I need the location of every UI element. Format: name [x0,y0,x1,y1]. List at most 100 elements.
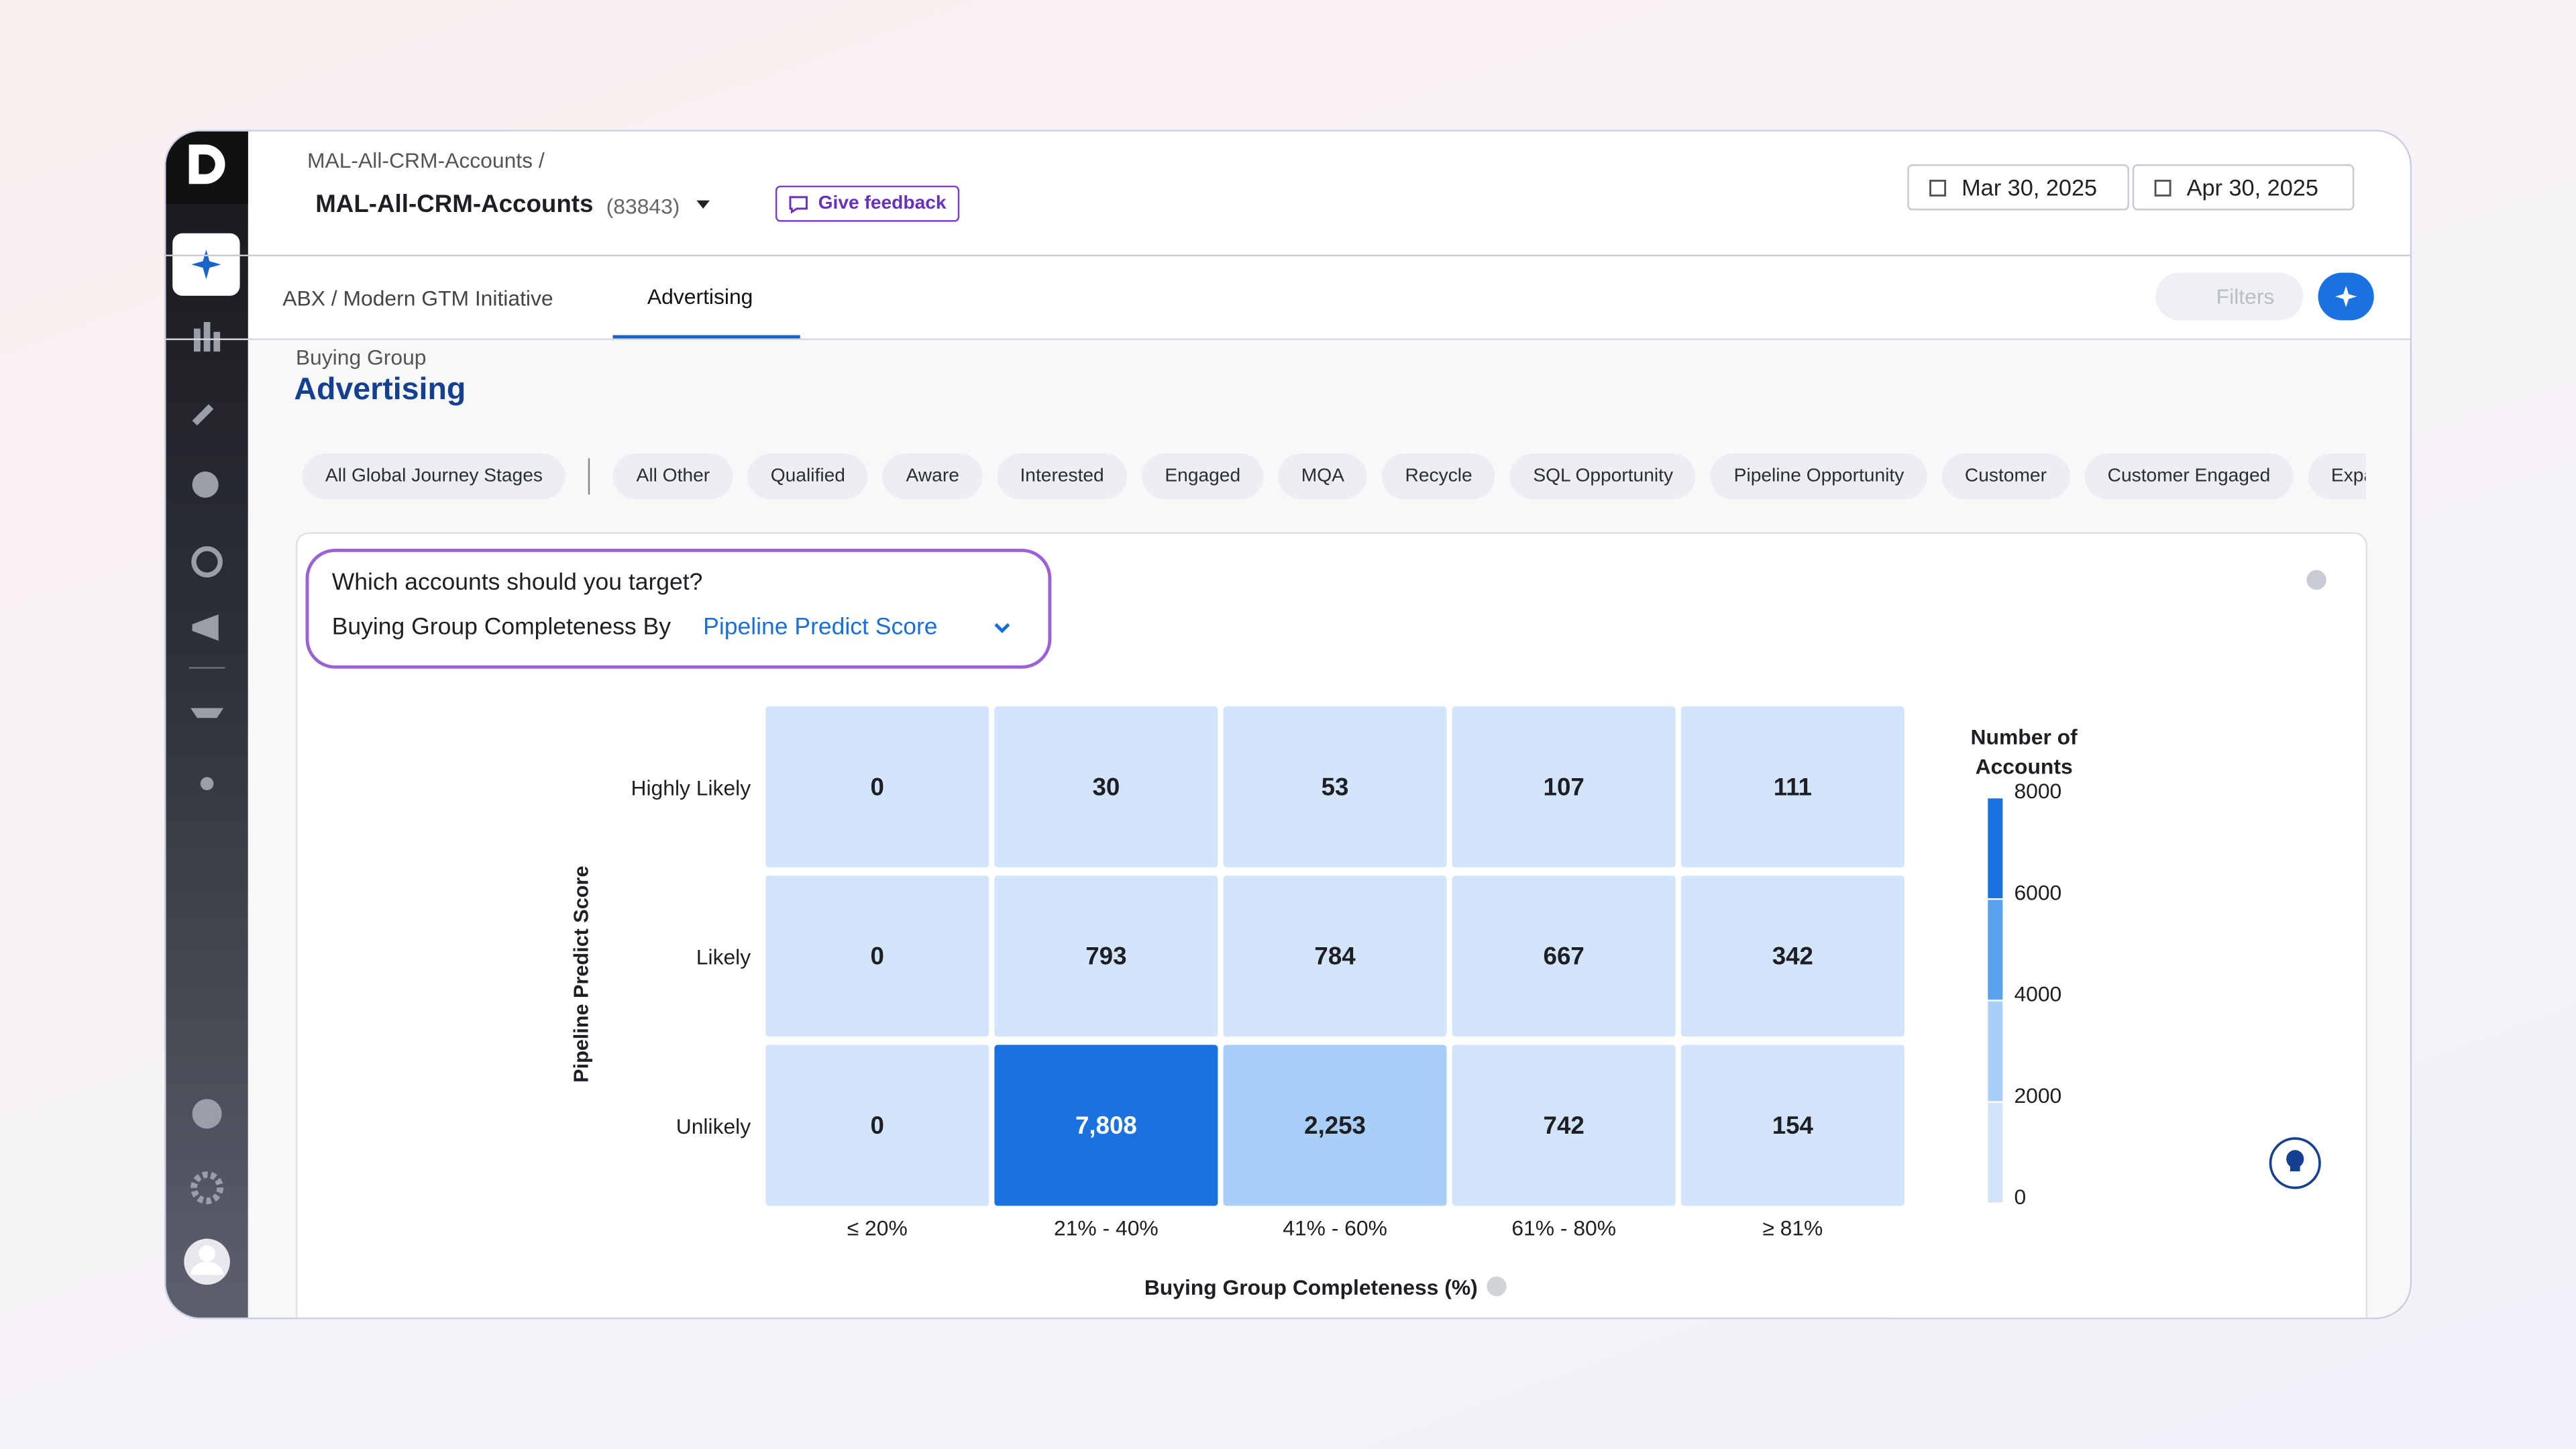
filters-button[interactable]: Filters [2155,272,2304,321]
colorbar-segment [1988,900,2003,1000]
bulb-icon [2286,1150,2304,1172]
y-tick-label: Unlikely [676,1114,751,1138]
cell-label: 154 [1772,1112,1814,1139]
stage-pill[interactable]: Customer [1941,453,2070,500]
heatmap-cell [1680,706,1904,868]
help-icon[interactable] [2306,570,2326,590]
stage-pill[interactable]: Expan [2308,453,2366,500]
divider [166,338,2410,340]
cell-label: 2,253 [1304,1112,1366,1139]
y-tick-label: Likely [696,945,751,969]
colorbar-tick-label: 8000 [2014,779,2061,803]
stage-pill[interactable]: Pipeline Opportunity [1711,453,1927,500]
chevron[interactable] [992,621,1012,637]
cell-label: 0 [871,1112,884,1139]
stage-pill[interactable]: Qualified [747,453,869,500]
cell-label: 107 [1544,773,1585,800]
separator [588,458,590,495]
feedback-label: Give feedback [818,193,947,214]
feedback-icon [789,196,808,214]
heatmap-cell [765,706,989,868]
heatmap-cell [994,875,1218,1037]
stage-pill[interactable]: Interested [997,453,1128,500]
heatmap-cell [765,1044,989,1206]
heatmap-cell [1223,706,1447,868]
dataset-title[interactable]: MAL-All-CRM-Accounts [315,191,594,219]
stage-pill[interactable]: SQL Opportunity [1510,453,1697,500]
dataset-count: (83843) [606,193,680,219]
logo-icon [189,144,225,184]
stage-pill[interactable]: Customer Engaged [2084,453,2294,500]
y-tick-label: Highly Likely [631,775,751,800]
y-axis-title: Pipeline Predict Score [570,866,593,1083]
heatmap-cell [1452,875,1676,1037]
heatmap-cell [994,1044,1218,1206]
heatmap-cell [1223,1044,1447,1206]
tab[interactable]: ABX / Modern GTM Initiative [282,286,553,311]
logo [166,131,248,204]
colorbar-tick-label: 2000 [2014,1083,2061,1108]
stage-pill[interactable]: Recycle [1382,453,1495,500]
x-tick-label: ≥ 81% [1762,1216,1823,1240]
ai-icon [2334,286,2357,307]
cell-label: 342 [1772,943,1813,970]
filters-label: Filters [2216,284,2275,309]
cell-label: 30 [1092,773,1120,800]
nav-icon [191,250,221,280]
heatmap-cell [994,706,1218,868]
x-tick-label: 41% - 60% [1283,1216,1387,1240]
question-selection[interactable]: Pipeline Predict Score [703,614,938,641]
ai-button[interactable] [2318,272,2374,321]
stage-pill[interactable]: All Other [613,453,733,500]
stage-pill[interactable]: All Global Journey Stages [302,453,566,500]
page-title: Advertising [294,372,466,408]
question-box[interactable]: Which accounts should you target? Buying… [305,548,1052,669]
colorbar-segment [1988,1001,2003,1102]
x-tick-label: ≤ 20% [847,1216,908,1240]
legend-title: Number of Accounts [1970,724,2078,779]
stage-pill[interactable]: Aware [883,453,983,500]
colorbar-tick-label: 4000 [2014,982,2061,1006]
page-overline: Buying Group [295,345,427,370]
heatmap-cell [765,875,989,1037]
nav-icons[interactable] [166,312,248,805]
x-tick-label: 61% - 80% [1511,1216,1616,1240]
nav-active[interactable] [172,233,240,296]
nav-bottom[interactable] [166,1093,248,1290]
sidebar [166,131,248,1318]
tab-underline [612,335,800,339]
cell-label: 784 [1314,943,1356,970]
cell-label: 7,808 [1075,1112,1137,1139]
heatmap-cell [1680,1044,1904,1206]
cell-label: 793 [1085,943,1126,970]
calendar-icons [1929,179,2171,197]
feedback-button[interactable]: Give feedback [775,185,960,222]
heatmap-cell [1680,875,1904,1037]
colorbar-segment [1988,798,2003,898]
cell-label: 667 [1544,943,1585,970]
help-icon[interactable] [1487,1276,1507,1297]
cell-label: 111 [1774,773,1812,800]
cell-label: 0 [871,773,884,800]
question-title: Which accounts should you target? [331,570,703,596]
dropdown-caret[interactable] [695,197,711,211]
divider [166,254,2410,257]
colorbar-segment [1988,1102,2003,1203]
cell-label: 53 [1322,773,1349,800]
heatmap-cell [1452,706,1676,868]
x-axis-title: Buying Group Completeness (%) [1144,1275,1478,1299]
colorbar-tick-label: 0 [2014,1185,2026,1209]
heatmap-cell [1223,875,1447,1037]
question-prefix: Buying Group Completeness By [331,614,671,641]
stage-pill[interactable]: Engaged [1142,453,1264,500]
heatmap-cell [1452,1044,1676,1206]
date-from-label: Mar 30, 2025 [1962,174,2098,201]
stage-pill[interactable]: MQA [1278,453,1368,500]
x-tick-label: 21% - 40% [1054,1216,1159,1240]
tab-active[interactable]: Advertising [647,284,753,309]
breadcrumb[interactable]: MAL-All-CRM-Accounts / [307,148,545,173]
cell-label: 0 [871,943,884,970]
